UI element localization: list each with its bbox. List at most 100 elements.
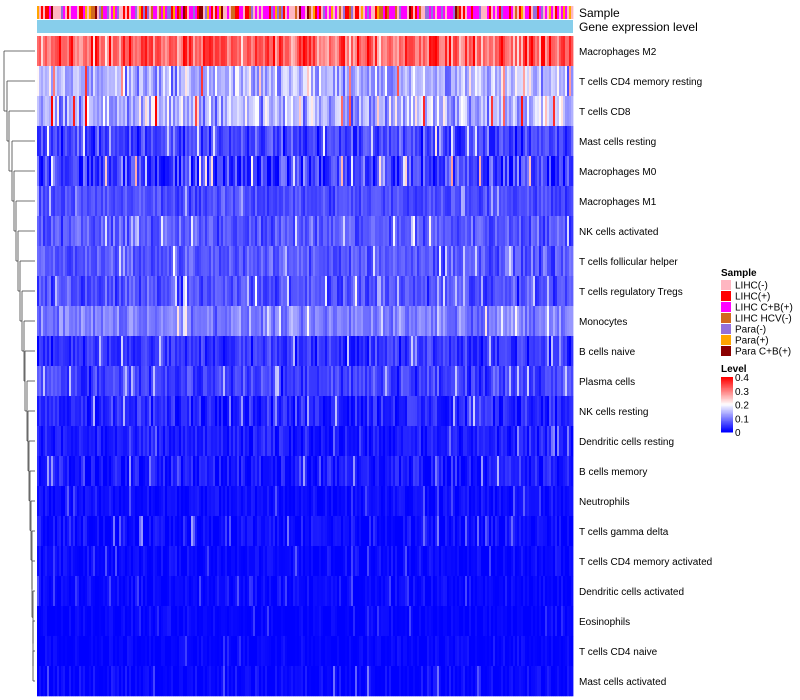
heatmap-cell [313, 66, 316, 97]
heatmap-cell [71, 186, 74, 217]
heatmap-cell [399, 336, 402, 367]
heatmap-cell [37, 186, 40, 217]
heatmap-cell [523, 516, 526, 547]
heatmap-cell [215, 366, 218, 397]
heatmap-cell [345, 246, 348, 277]
heatmap-cell [199, 306, 202, 337]
heatmap-cell [319, 156, 322, 187]
heatmap-cell [103, 426, 106, 457]
heatmap-cell [221, 246, 224, 277]
heatmap-cell [105, 126, 108, 157]
heatmap-cell [297, 546, 300, 577]
heatmap-cell [89, 66, 92, 97]
heatmap-cell [239, 306, 242, 337]
heatmap-cell [37, 336, 40, 367]
heatmap-cell [367, 396, 370, 427]
heatmap-cell [511, 126, 514, 157]
heatmap-cell [65, 516, 68, 547]
heatmap-cell [295, 456, 298, 487]
heatmap-cell [343, 516, 346, 547]
heatmap-cell [225, 516, 228, 547]
heatmap-cell [561, 396, 564, 427]
heatmap-cell [283, 186, 286, 217]
sample-track-cell [89, 6, 92, 19]
heatmap-cell [431, 276, 434, 307]
heatmap-cell [201, 216, 204, 247]
heatmap-cell [483, 276, 486, 307]
heatmap-cell [417, 246, 420, 277]
heatmap-cell [475, 66, 478, 97]
heatmap-cell [549, 366, 552, 397]
heatmap-cell [447, 426, 450, 457]
heatmap-cell [335, 246, 338, 277]
sample-track-cell [211, 6, 214, 19]
heatmap-cell [71, 36, 74, 67]
heatmap-cell [461, 456, 464, 487]
heatmap-cell [153, 366, 156, 397]
heatmap-cell [393, 186, 396, 217]
heatmap-cell [405, 306, 408, 337]
heatmap-cell [319, 456, 322, 487]
heatmap-cell [317, 96, 320, 127]
heatmap-cell [349, 276, 352, 307]
heatmap-cell [473, 336, 476, 367]
heatmap-cell [365, 366, 368, 397]
heatmap-cell [503, 96, 506, 127]
heatmap-cell [307, 36, 310, 67]
heatmap-cell [453, 486, 456, 517]
heatmap-cell [75, 396, 78, 427]
heatmap-cell [509, 456, 512, 487]
heatmap-cell [179, 96, 182, 127]
heatmap-cell [389, 456, 392, 487]
heatmap-cell [463, 336, 466, 367]
heatmap-cell [249, 366, 252, 397]
heatmap-cell [125, 516, 128, 547]
heatmap-cell [295, 126, 298, 157]
heatmap-cell [495, 126, 498, 157]
heatmap-cell [197, 456, 200, 487]
heatmap-cell [67, 276, 70, 307]
heatmap-cell [433, 36, 436, 67]
heatmap-cell [407, 456, 410, 487]
heatmap-cell [447, 486, 450, 517]
heatmap-cell [165, 126, 168, 157]
heatmap-cell [133, 66, 136, 97]
heatmap-cell [261, 96, 264, 127]
heatmap-cell [555, 156, 558, 187]
heatmap-cell [167, 456, 170, 487]
heatmap-cell [199, 126, 202, 157]
heatmap-cell [513, 246, 516, 277]
heatmap-cell [313, 276, 316, 307]
heatmap-cell [39, 246, 42, 277]
heatmap-cell [525, 366, 528, 397]
heatmap-cell [355, 36, 358, 67]
heatmap-cell [205, 246, 208, 277]
heatmap-cell [157, 276, 160, 307]
heatmap-cell [351, 36, 354, 67]
heatmap-cell [393, 396, 396, 427]
heatmap-cell [175, 546, 178, 577]
heatmap-cell [391, 426, 394, 457]
heatmap-cell [435, 246, 438, 277]
heatmap-cell [451, 396, 454, 427]
heatmap-cell [153, 516, 156, 547]
heatmap-cell [335, 336, 338, 367]
heatmap-cell [117, 126, 120, 157]
heatmap-cell [411, 396, 414, 427]
heatmap-cell [453, 426, 456, 457]
heatmap-cell [341, 246, 344, 277]
heatmap-cell [253, 426, 256, 457]
heatmap-cell [161, 276, 164, 307]
heatmap-cell [255, 366, 258, 397]
heatmap-cell [569, 516, 572, 547]
heatmap-cell [161, 456, 164, 487]
heatmap-cell [537, 186, 540, 217]
heatmap-cell [149, 516, 152, 547]
heatmap-cell [173, 456, 176, 487]
heatmap-cell [465, 366, 468, 397]
sample-track-cell [109, 6, 112, 19]
heatmap-cell [51, 216, 54, 247]
heatmap-cell [201, 426, 204, 457]
heatmap-cell [49, 426, 52, 457]
heatmap-cell [555, 246, 558, 277]
